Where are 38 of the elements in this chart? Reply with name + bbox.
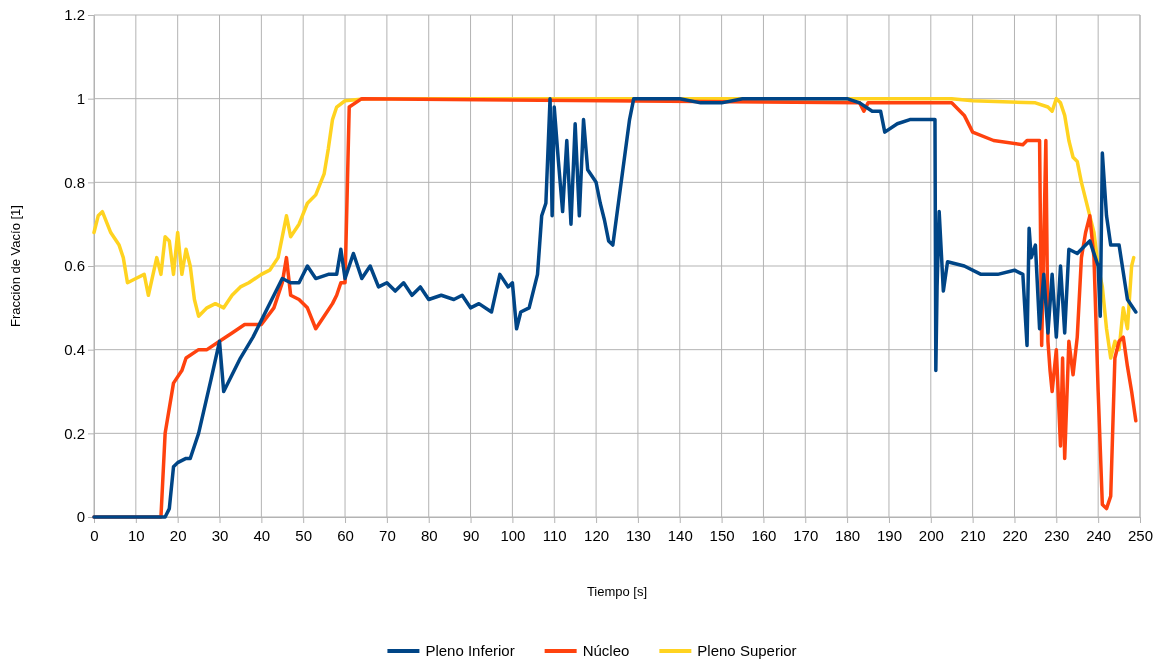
x-tick-label: 190 [876, 527, 902, 544]
x-tick-label: 110 [542, 527, 567, 544]
x-tick-label: 120 [584, 527, 610, 544]
x-tick-label: 70 [379, 527, 396, 544]
legend-label: Pleno Inferior [425, 642, 515, 659]
x-tick-label: 100 [500, 527, 526, 544]
y-axis-title: Fracción de Vacío [1] [8, 205, 23, 327]
x-tick-label: 180 [835, 527, 861, 544]
x-tick-label: 130 [625, 527, 651, 544]
x-tick-label: 20 [169, 527, 187, 544]
x-tick-label: 250 [1127, 527, 1154, 544]
y-tick-label: 0.4 [64, 340, 85, 358]
y-tick-label: 0 [76, 508, 85, 526]
y-tick-label: 1.2 [64, 6, 85, 24]
x-tick-label: 140 [667, 527, 693, 544]
legend-label: Núcleo [582, 642, 630, 659]
x-tick-label: 240 [1086, 527, 1112, 544]
x-tick-label: 50 [295, 527, 313, 544]
x-tick-label: 150 [709, 527, 735, 544]
y-tick-label: 0.6 [64, 257, 85, 275]
x-tick-label: 210 [960, 527, 986, 544]
x-tick-label: 30 [211, 527, 229, 544]
x-tick-label: 10 [128, 527, 145, 544]
x-tick-label: 80 [420, 527, 438, 544]
x-tick-label: 160 [751, 527, 777, 544]
x-tick-label: 0 [90, 527, 99, 544]
x-tick-label: 90 [462, 527, 480, 544]
y-tick-label: 0.8 [64, 173, 85, 191]
x-tick-label: 170 [793, 527, 819, 544]
x-tick-label: 40 [253, 527, 271, 544]
x-tick-label: 230 [1044, 527, 1070, 544]
x-tick-label: 220 [1002, 527, 1028, 544]
y-tick-label: 0.2 [64, 424, 85, 442]
x-tick-label: 60 [337, 527, 354, 544]
legend-label: Pleno Superior [697, 642, 797, 659]
y-tick-label: 1 [76, 89, 85, 107]
x-tick-label: 200 [918, 527, 944, 544]
x-axis-title: Tiempo [s] [586, 584, 648, 599]
